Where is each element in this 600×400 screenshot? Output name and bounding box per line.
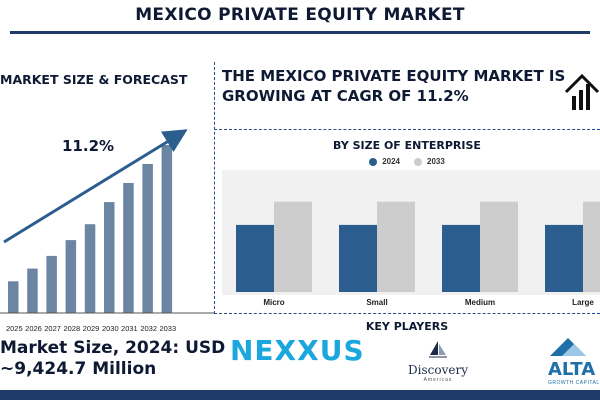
enterprise-bar-chart: Micro Small Medium Large <box>236 201 600 307</box>
nexxus-logo: NEXXUS <box>230 334 365 367</box>
bar-small-2033 <box>377 201 415 292</box>
market-size-heading: MARKET SIZE & FORECAST <box>0 72 188 87</box>
footer-bar <box>0 390 600 400</box>
discovery-subtitle: Americas <box>423 377 453 383</box>
bar-micro-2024 <box>236 224 274 292</box>
forecast-bar-2026 <box>27 268 38 313</box>
forecast-bar-2025 <box>8 281 19 313</box>
legend-label-2024: 2024 <box>382 157 400 166</box>
forecast-bar-chart: 2025 2026 2027 2028 2029 2030 2031 2032 2033 11.… <box>0 129 214 332</box>
enterprise-tick-label: Small <box>366 298 387 307</box>
forecast-tick-label: 2032 <box>140 324 157 332</box>
page-title: MEXICO PRIVATE EQUITY MARKET <box>135 5 465 25</box>
alta-name: ALTA <box>548 359 596 380</box>
forecast-tick-label: 2027 <box>44 324 61 332</box>
legend-label-2033: 2033 <box>427 157 445 166</box>
market-size-line-2: ~9,424.7 Million <box>0 359 157 379</box>
forecast-bar-2027 <box>46 255 57 313</box>
bar-small-2024 <box>339 224 377 292</box>
legend-swatch-2033 <box>414 157 422 166</box>
enterprise-tick-label: Medium <box>465 298 495 307</box>
cagr-statement: THE MEXICO PRIVATE EQUITY MARKET IS GROW… <box>222 67 566 105</box>
legend-item-2033: 2033 <box>414 157 445 166</box>
forecast-tick-label: 2033 <box>159 324 176 332</box>
legend-swatch-2024 <box>369 157 378 166</box>
legend-item-2024: 2024 <box>369 157 400 166</box>
forecast-tick-label: 2025 <box>6 324 23 332</box>
vertical-divider <box>214 62 215 314</box>
forecast-bar-2033 <box>161 145 173 313</box>
alta-logo: ALTA GROWTH CAPITAL <box>548 336 600 386</box>
house-growth-icon <box>564 73 600 110</box>
sail-icon <box>429 341 447 358</box>
discovery-logo: Discovery Americas <box>398 340 478 383</box>
alta-subtitle: GROWTH CAPITAL <box>548 380 600 386</box>
forecast-tick-label: 2030 <box>102 324 119 332</box>
chart-legend: 2024 2033 <box>214 157 600 166</box>
bar-micro-2033 <box>274 201 312 292</box>
enterprise-tick-label: Micro <box>263 298 284 307</box>
market-size-line-1: Market Size, 2024: USD <box>0 338 226 358</box>
horizontal-divider <box>214 129 600 130</box>
growth-arrow <box>3 129 188 244</box>
forecast-bar-2032 <box>142 164 153 313</box>
title-divider <box>10 31 590 34</box>
forecast-tick-label: 2026 <box>25 324 42 332</box>
bar-medium-2024 <box>442 224 480 292</box>
market-size-value: Market Size, 2024: USD ~9,424.7 Million <box>0 338 225 380</box>
discovery-name: Discovery <box>408 363 468 377</box>
horizontal-divider <box>214 313 600 314</box>
enterprise-tick-label: Large <box>572 298 594 307</box>
cagr-annotation: 11.2% <box>62 137 114 155</box>
enterprise-chart-title: BY SIZE OF ENTERPRISE <box>333 139 481 152</box>
forecast-tick-label: 2028 <box>63 324 80 332</box>
forecast-tick-label: 2031 <box>121 324 138 332</box>
bar-large-2033 <box>583 201 600 292</box>
forecast-bar-2030 <box>104 202 115 313</box>
forecast-bar-2029 <box>84 224 96 313</box>
forecast-bar-2028 <box>65 240 77 313</box>
forecast-bar-2031 <box>123 183 134 313</box>
bar-medium-2033 <box>480 201 518 292</box>
bar-large-2024 <box>545 224 583 292</box>
mountain-icon <box>550 338 586 356</box>
key-players-title: KEY PLAYERS <box>365 320 449 333</box>
forecast-tick-label: 2029 <box>83 324 100 332</box>
